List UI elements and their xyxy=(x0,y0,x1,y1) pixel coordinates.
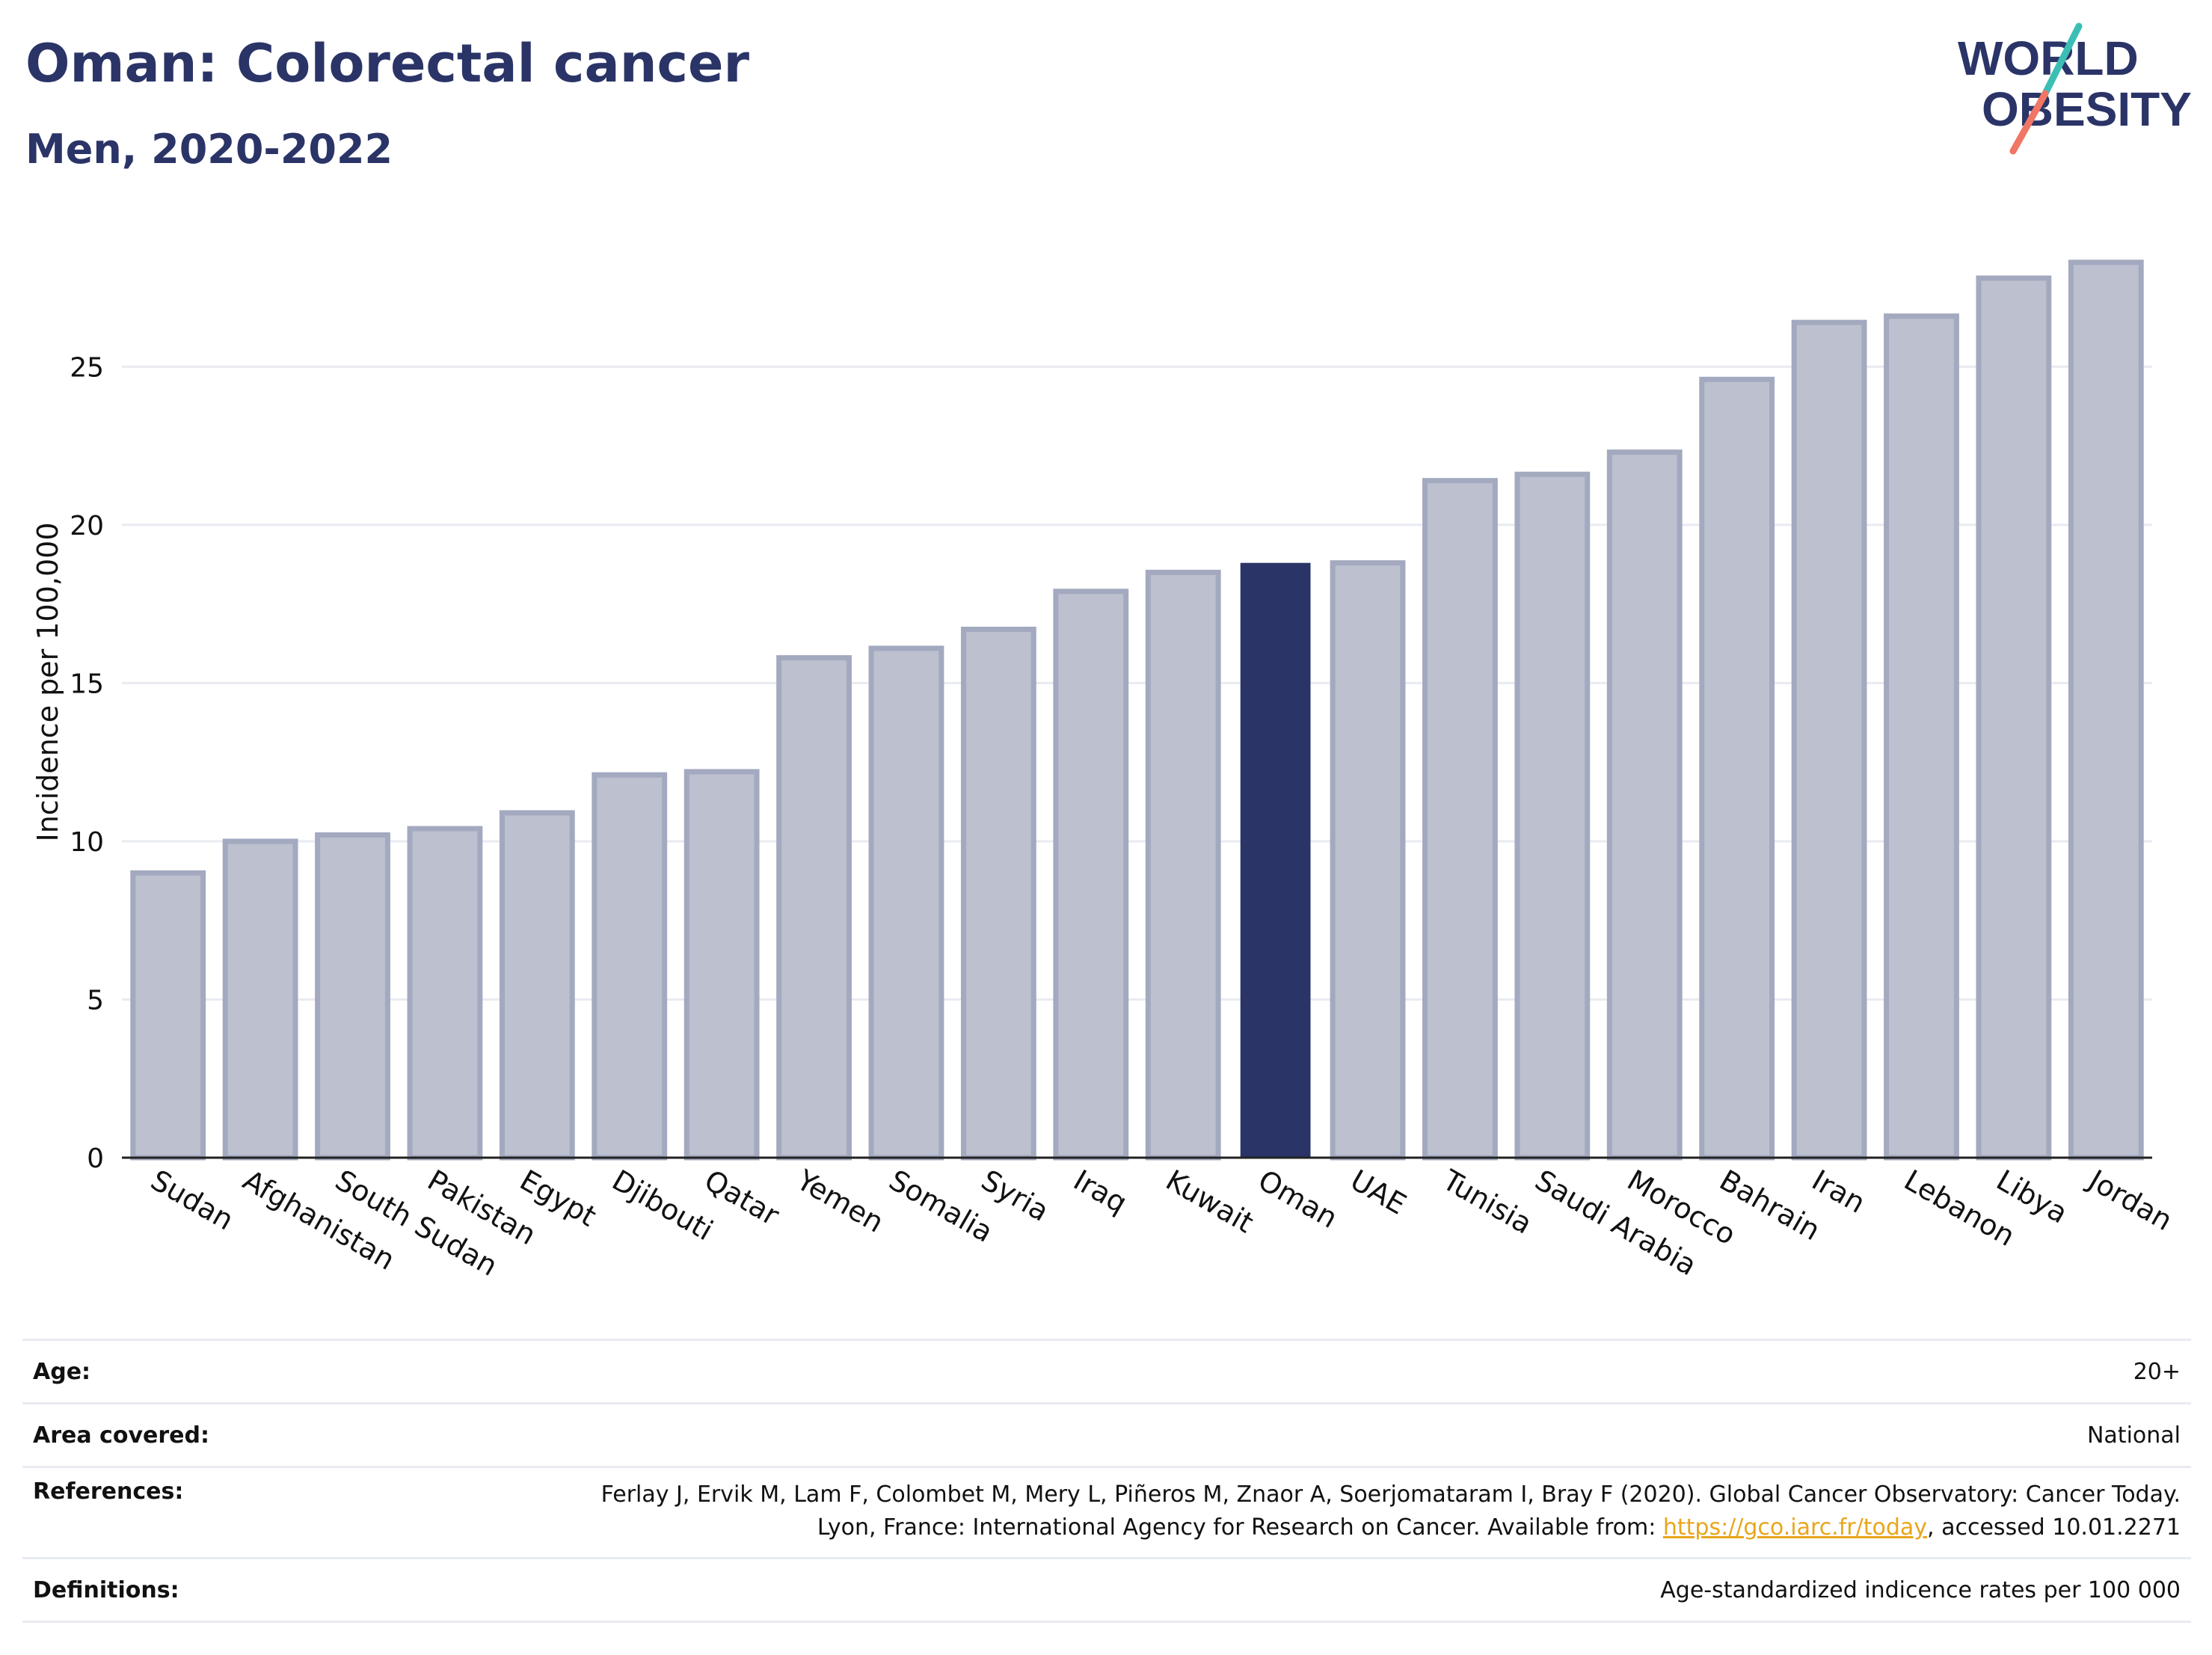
area-value: National xyxy=(2086,1422,2181,1449)
y-tick-label: 20 xyxy=(70,511,104,541)
y-tick-label: 25 xyxy=(70,352,104,383)
bar-egypt xyxy=(499,810,575,1161)
definitions-value: Age-standardized indicence rates per 100… xyxy=(1660,1576,2181,1603)
info-row-area: Area covered: National xyxy=(22,1402,2191,1466)
x-tick-label: Iraq xyxy=(1068,1164,1132,1220)
x-tick-label: Djibouti xyxy=(606,1164,719,1247)
x-tick-label: Oman xyxy=(1253,1164,1343,1235)
bar-bahrain xyxy=(1699,376,1775,1161)
bar-lebanon xyxy=(1884,313,1959,1161)
area-label: Area covered: xyxy=(33,1422,209,1449)
references-label: References: xyxy=(33,1479,184,1505)
age-label: Age: xyxy=(33,1358,91,1385)
x-tick-label: Somalia xyxy=(883,1164,998,1249)
info-row-references: References: Ferlay J, Ervik M, Lam F, Co… xyxy=(22,1466,2191,1557)
bar-tunisia xyxy=(1422,478,1498,1161)
world-obesity-logo: WORLD OBESITY xyxy=(1958,22,2192,155)
bar-djibouti xyxy=(592,772,668,1161)
y-tick-label: 5 xyxy=(87,985,104,1016)
bar-uae xyxy=(1330,560,1406,1161)
logo-line-2: OBESITY xyxy=(1982,82,2192,136)
x-tick-label: Jordan xyxy=(2082,1163,2178,1238)
info-row-definitions: Definitions: Age-standardized indicence … xyxy=(22,1557,2191,1623)
bar-kuwait xyxy=(1145,569,1221,1161)
bar-syria xyxy=(960,627,1036,1161)
bar-somalia xyxy=(868,645,944,1161)
y-tick-label: 0 xyxy=(87,1143,104,1174)
bar-qatar xyxy=(683,769,760,1161)
y-axis-label: Incidence per 100,000 xyxy=(31,522,64,841)
bars xyxy=(130,260,2144,1161)
x-tick-label: Yemen xyxy=(790,1163,889,1239)
references-value: Ferlay J, Ervik M, Lam F, Colombet M, Me… xyxy=(580,1479,2181,1557)
logo-line-1: WORLD xyxy=(1958,31,2139,85)
bar-jordan xyxy=(2068,260,2144,1161)
bar-saudi-arabia xyxy=(1514,471,1591,1161)
bar-iraq xyxy=(1053,589,1129,1161)
bar-pakistan xyxy=(407,826,483,1161)
definitions-label: Definitions: xyxy=(33,1576,179,1603)
y-tick-label: 15 xyxy=(70,669,104,699)
bar-south-sudan xyxy=(315,832,390,1161)
bar-libya xyxy=(1976,275,2052,1161)
bar-yemen xyxy=(776,655,852,1161)
bar-sudan xyxy=(130,870,206,1161)
x-tick-label: Sudan xyxy=(145,1164,239,1237)
info-row-age: Age: 20+ xyxy=(22,1339,2191,1402)
references-link[interactable]: https://gco.iarc.fr/today xyxy=(1662,1514,1928,1541)
bar-afghanistan xyxy=(222,838,298,1161)
bar-iran xyxy=(1791,319,1867,1161)
x-tick-label: Iran xyxy=(1807,1164,1871,1220)
y-tick-label: 10 xyxy=(70,827,104,858)
page-subtitle: Men, 2020-2022 xyxy=(25,126,393,173)
age-value: 20+ xyxy=(2133,1358,2181,1385)
x-tick-label: UAE xyxy=(1345,1164,1412,1221)
y-tick-labels: 0 5 10 15 20 25 xyxy=(70,352,104,1174)
x-tick-label: Tunisia xyxy=(1437,1163,1537,1241)
info-table: Age: 20+ Area covered: National Referenc… xyxy=(22,1339,2191,1623)
references-accessed: , accessed 10.01.2271 xyxy=(1927,1514,2181,1541)
x-tick-label: Kuwait xyxy=(1161,1164,1259,1240)
bar-oman xyxy=(1240,562,1311,1158)
bar-morocco xyxy=(1606,449,1683,1161)
page-title: Oman: Colorectal cancer xyxy=(25,33,750,94)
references-text: Ferlay J, Ervik M, Lam F, Colombet M, Me… xyxy=(600,1481,2181,1541)
